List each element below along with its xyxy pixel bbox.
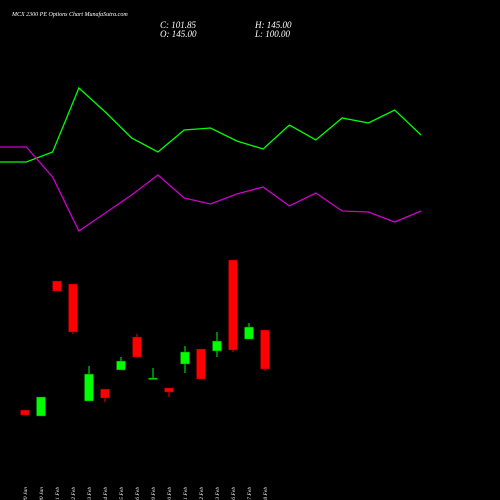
x-tick-label: 18 Feb (263, 487, 269, 500)
candle-body (132, 336, 142, 358)
candle-body (100, 388, 110, 399)
candle-body (180, 351, 190, 365)
x-tick-label: 17 Feb (247, 487, 253, 500)
x-tick-label: 29 Jan (23, 487, 29, 500)
x-tick-label: 16 Feb (231, 487, 237, 500)
low-label: L: 100.00 (254, 29, 291, 39)
x-tick-label: 13 Feb (215, 487, 221, 500)
candle-body (84, 373, 94, 402)
candle-body (68, 283, 78, 333)
indicator-line (0, 146, 422, 232)
high-label: H: 145.00 (254, 20, 292, 30)
x-tick-label: 10 Feb (167, 487, 173, 500)
candle-body (20, 409, 30, 416)
x-tick-label: 12 Feb (199, 487, 205, 500)
candle-body (196, 348, 206, 380)
x-tick-label: 06 Feb (135, 487, 141, 500)
x-tick-label: 02 Feb (71, 487, 77, 500)
x-tick-label: 03 Feb (87, 487, 93, 500)
candle-body (164, 387, 174, 393)
candle-body (260, 329, 270, 370)
candle-body (244, 326, 254, 340)
close-label: C: 101.85 (160, 20, 197, 30)
candle-body (116, 360, 126, 371)
x-tick-label: 09 Feb (151, 487, 157, 500)
x-tick-label: 05 Feb (119, 487, 125, 500)
chart-title: MCX 2300 PE Options Chart MunafaSutra.co… (11, 11, 128, 18)
indicator-line (0, 86, 422, 163)
candle-body (36, 396, 46, 417)
x-tick-label: 11 Feb (183, 487, 189, 500)
x-tick-label: 01 Feb (55, 487, 61, 500)
candle-body (212, 340, 222, 352)
candle-body (228, 259, 238, 351)
x-tick-label: 30 Jan (39, 487, 45, 500)
candle-body (52, 280, 62, 292)
x-tick-label: 04 Feb (102, 487, 109, 500)
open-label: O: 145.00 (160, 29, 197, 39)
candle-body (148, 377, 158, 380)
